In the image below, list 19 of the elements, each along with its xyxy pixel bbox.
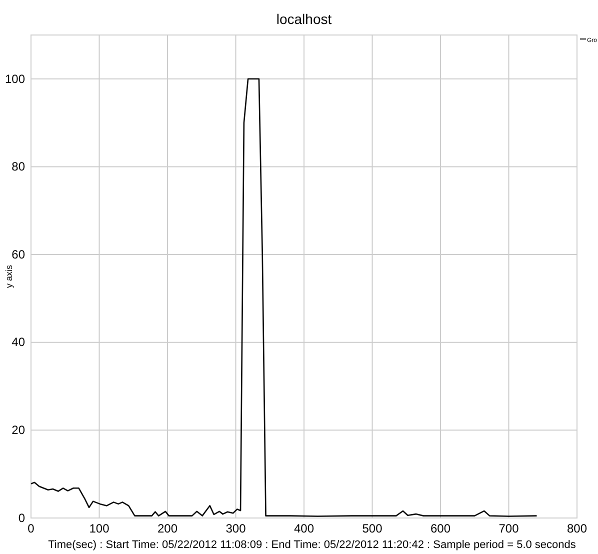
y-axis-title: y axis: [4, 264, 14, 288]
y-tick-label: 0: [18, 510, 26, 525]
x-tick-label: 700: [498, 522, 520, 536]
x-axis-title: Time(sec) : Start Time: 05/22/2012 11:08:09 : End Time: 05/22/2012 11:20:42 : Sample period = 5.0 seconds: [48, 539, 576, 551]
x-tick-label: 500: [362, 522, 383, 536]
x-tick-label: 0: [28, 522, 35, 536]
y-tick-label: 80: [12, 160, 26, 174]
x-tick-label: 600: [430, 522, 451, 536]
x-tick-label: 200: [157, 522, 178, 536]
y-tick-label: 40: [12, 335, 26, 350]
chart-title: localhost: [276, 11, 332, 27]
y-tick-label: 100: [4, 72, 26, 86]
x-tick-label: 400: [294, 522, 314, 536]
y-tick-label: 20: [12, 423, 26, 438]
line-series: [30, 78, 538, 517]
x-tick-label: 800: [566, 522, 588, 536]
x-tick-label: 100: [89, 522, 110, 536]
x-tick-label: 300: [226, 522, 246, 536]
y-tick-label: 60: [12, 247, 26, 262]
